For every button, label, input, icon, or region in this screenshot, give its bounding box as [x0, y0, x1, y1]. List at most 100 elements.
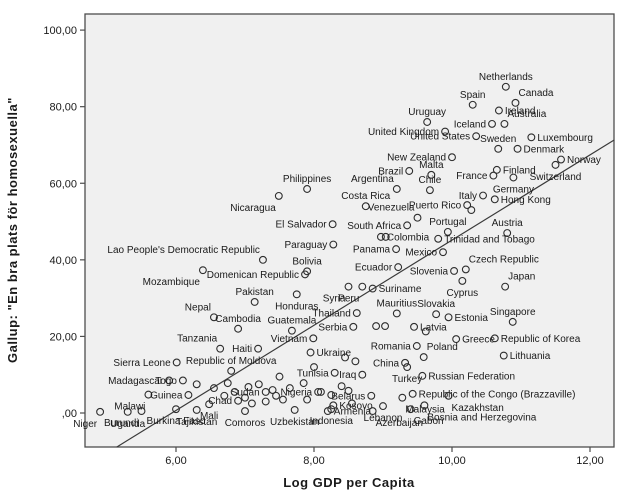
point-label: Ecuador [355, 263, 393, 274]
data-point [434, 234, 443, 243]
point-label: Luxembourg [537, 133, 593, 144]
y-tick-label: ,00 [62, 408, 77, 420]
data-point [344, 386, 353, 395]
data-point [427, 170, 436, 179]
data-point [439, 248, 447, 257]
data-point [443, 227, 452, 236]
data-point [444, 313, 453, 322]
point-label: Kazakhstan [452, 403, 504, 414]
point-label: Japan [508, 272, 535, 283]
point-label: Sweden [480, 134, 516, 145]
data-point [361, 202, 370, 211]
data-point [489, 171, 498, 180]
point-label: Portugal [429, 217, 466, 228]
data-point [398, 393, 407, 402]
data-point [275, 372, 284, 381]
point-label: Canada [518, 88, 553, 99]
point-label: Pakistan [235, 287, 273, 298]
point-label: Kosovo [339, 401, 373, 412]
data-point [314, 387, 323, 396]
point-label: Uganda [110, 419, 145, 430]
point-label: Guatemala [267, 316, 316, 327]
data-point [499, 351, 508, 360]
point-label: Lao People's Democratic Republic [107, 245, 260, 256]
data-point [306, 348, 315, 357]
data-point [425, 186, 434, 195]
data-point [285, 384, 294, 393]
data-point [227, 366, 236, 375]
point-label: Uzbekistan [270, 417, 319, 428]
data-point [234, 396, 243, 405]
point-label: Ukraine [317, 348, 352, 359]
point-label: Latvia [420, 322, 447, 333]
data-point [329, 401, 338, 410]
point-label: Argentina [351, 174, 394, 185]
data-point [223, 379, 232, 388]
x-tick-label: 10,00 [438, 455, 466, 467]
point-label: Paraguay [285, 240, 328, 251]
x-axis-title: Log GDP per Capita [283, 475, 415, 490]
point-label: Russian Federation [428, 371, 515, 382]
point-label: Finland [503, 165, 536, 176]
point-label: Hong Kong [501, 195, 551, 206]
point-label: Slovakia [417, 299, 455, 310]
data-point [368, 284, 377, 293]
point-label: Philippines [283, 174, 331, 185]
data-point [448, 153, 456, 162]
y-tick-label: 40,00 [49, 255, 77, 267]
data-point [527, 133, 536, 142]
point-label: Republic of Korea [501, 334, 581, 345]
data-point [381, 232, 390, 241]
point-label: Australia [507, 109, 546, 120]
data-point [403, 221, 412, 230]
data-point [165, 376, 174, 385]
data-point [268, 386, 277, 394]
data-point [290, 405, 299, 414]
y-tick-label: 100,00 [43, 25, 77, 37]
data-point [96, 407, 105, 416]
data-point [551, 160, 560, 169]
point-label: Madagascar [108, 376, 164, 387]
point-label: Azerbaijan [376, 418, 423, 429]
point-label: Tajikistan [176, 417, 217, 428]
data-point [379, 402, 387, 411]
point-label: Malawi [114, 402, 145, 413]
data-point [490, 195, 499, 204]
regression-line [116, 139, 615, 448]
data-point [261, 387, 270, 396]
data-point [452, 335, 461, 344]
data-point [463, 201, 472, 210]
data-point [184, 391, 193, 399]
data-point [392, 185, 401, 193]
x-tick-label: 6,00 [165, 455, 186, 467]
data-point [419, 353, 428, 362]
point-label: South Africa [347, 221, 401, 232]
data-point [494, 144, 503, 153]
point-label: Indonesia [310, 416, 354, 427]
data-point [198, 266, 207, 275]
point-label: Mozambique [143, 277, 201, 288]
data-point [205, 400, 214, 409]
data-point [279, 395, 287, 404]
x-tick-label: 8,00 [303, 455, 324, 467]
data-point [557, 155, 565, 164]
y-tick-label: 60,00 [49, 178, 77, 190]
data-point [337, 382, 346, 391]
data-point [406, 405, 415, 414]
point-label: Singapore [490, 307, 536, 318]
data-point [508, 317, 517, 326]
data-point [479, 191, 487, 200]
point-label: Haiti [232, 344, 252, 355]
point-label: Mauritius [377, 298, 418, 309]
y-axis-title: Gallup: "En bra plats för homosexuella" [5, 97, 20, 363]
data-point [513, 144, 522, 153]
point-label: Poland [427, 342, 458, 353]
point-label: Spain [460, 90, 486, 101]
point-label: Togo [155, 376, 177, 387]
point-label: Thailand [312, 309, 350, 320]
data-point [420, 401, 429, 410]
data-point [368, 407, 377, 416]
data-point [274, 191, 283, 200]
data-point [358, 282, 367, 291]
data-point [303, 185, 312, 193]
